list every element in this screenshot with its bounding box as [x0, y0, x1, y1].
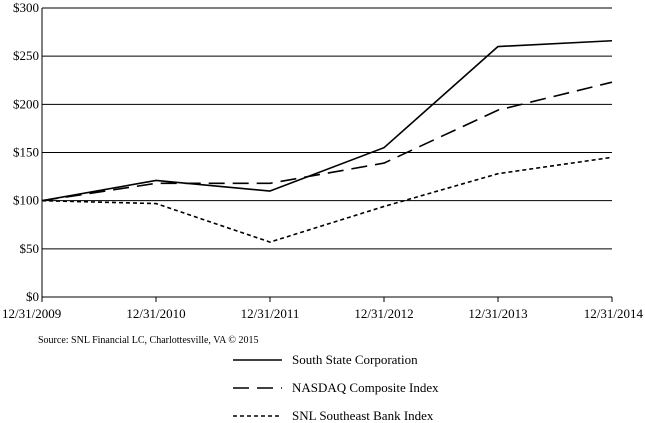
y-tick-label: $200: [13, 96, 39, 111]
series-line-nasdaq-composite-index: [41, 81, 613, 202]
x-axis-ticks: 12/31/2009 12/31/2010 12/31/2011 12/31/2012…: [2, 297, 643, 321]
y-tick-label: $100: [13, 193, 39, 208]
y-tick-label: $250: [13, 48, 39, 63]
y-axis-ticks: $0 $50 $100 $150 $200 $250 $300: [13, 0, 39, 304]
series-line-snl-southeast-bank-index: [41, 156, 613, 243]
series-lines: [41, 39, 613, 243]
y-tick-label: $0: [26, 289, 39, 304]
y-tick-label: $150: [13, 145, 39, 160]
series-line-south-state-corporation: [41, 39, 613, 202]
legend: South State Corporation NASDAQ Composite …: [233, 352, 439, 423]
legend-label: NASDAQ Composite Index: [292, 380, 439, 395]
x-tick-label: 12/31/2009: [2, 306, 61, 321]
x-tick-label: 12/31/2012: [354, 306, 413, 321]
legend-label: SNL Southeast Bank Index: [292, 408, 434, 423]
source-note: Source: SNL Financial LC, Charlottesvill…: [38, 335, 258, 346]
grid-lines: [42, 7, 612, 250]
plot-frame: [41, 8, 612, 298]
x-tick-label: 12/31/2011: [241, 306, 300, 321]
x-tick-label: 12/31/2010: [126, 306, 185, 321]
y-tick-label: $50: [20, 241, 40, 256]
x-tick-label: 12/31/2014: [584, 306, 644, 321]
y-tick-label: $300: [13, 0, 39, 15]
x-tick-label: 12/31/2013: [468, 306, 527, 321]
legend-label: South State Corporation: [292, 352, 418, 367]
